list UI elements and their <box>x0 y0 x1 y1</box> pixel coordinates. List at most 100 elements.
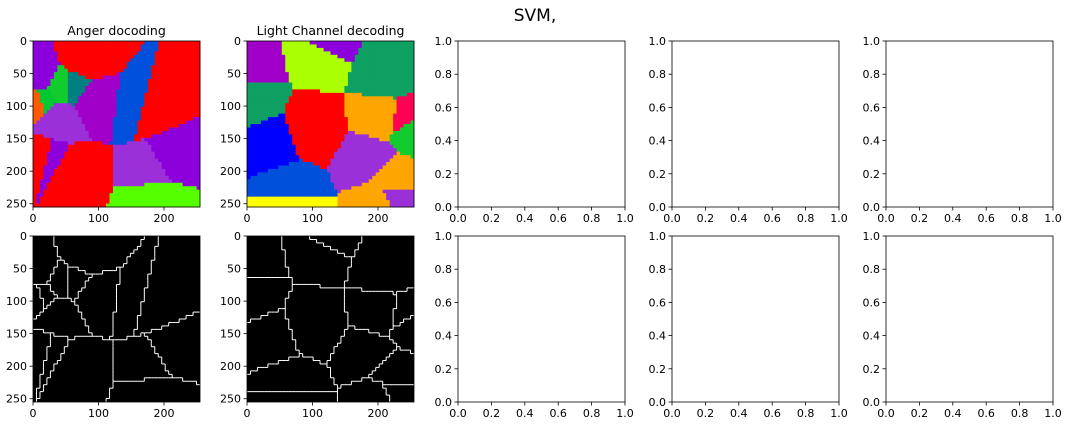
segment-cell <box>179 193 184 198</box>
segment-cell <box>67 44 72 49</box>
segment-cell <box>154 75 159 80</box>
segment-cell <box>333 103 338 108</box>
segment-cell <box>36 92 41 97</box>
segment-cell <box>116 196 121 201</box>
segment-cell <box>36 117 41 121</box>
segment-cell <box>271 203 276 208</box>
segment-cell <box>295 61 300 66</box>
segment-cell <box>88 54 93 59</box>
segment-cell <box>274 72 279 76</box>
segment-cell <box>74 141 79 146</box>
segment-cell <box>85 144 90 149</box>
segment-cell <box>147 82 152 87</box>
segment-cell <box>85 200 90 204</box>
segment-cell <box>264 148 269 153</box>
segment-cell <box>250 68 255 73</box>
segment-cell <box>193 120 197 125</box>
segment-cell <box>358 79 363 83</box>
segment-cell <box>358 58 363 63</box>
segment-cell <box>119 189 124 194</box>
segment-cell <box>106 61 110 66</box>
segment-cell <box>168 113 173 118</box>
segment-cell <box>313 82 317 87</box>
segment-cell <box>53 162 58 166</box>
segment-cell <box>175 189 180 194</box>
segment-cell <box>113 130 117 135</box>
segment-cell <box>271 186 276 191</box>
segment-cell <box>60 151 65 156</box>
segment-cell <box>71 155 76 159</box>
segment-cell <box>116 155 121 159</box>
segment-cell <box>123 179 128 184</box>
segment-cell <box>123 158 128 163</box>
segment-cell <box>340 51 345 56</box>
segment-cell <box>39 58 44 63</box>
segment-cell <box>407 89 411 94</box>
segment-cell <box>46 47 51 52</box>
segment-cell <box>147 58 152 63</box>
segment-cell <box>375 158 380 163</box>
segment-cell <box>88 186 93 191</box>
segment-cell <box>186 68 190 73</box>
segment-cell <box>60 155 65 159</box>
segment-cell <box>33 120 37 125</box>
segment-cell <box>281 151 286 156</box>
segment-cell <box>351 165 356 170</box>
segment-cell <box>285 155 290 159</box>
segment-cell <box>133 144 138 149</box>
segment-cell <box>186 61 190 66</box>
segment-cell <box>257 162 262 166</box>
segment-cell <box>309 85 314 90</box>
segment-cell <box>182 72 187 76</box>
segment-cell <box>179 96 184 101</box>
segment-cell <box>337 89 342 94</box>
segment-cell <box>189 68 194 73</box>
segment-cell <box>46 203 51 208</box>
segment-cell <box>147 89 152 94</box>
segment-cell <box>271 99 276 104</box>
segment-cell <box>347 186 352 191</box>
segment-cell <box>375 162 380 166</box>
segment-cell <box>147 72 152 76</box>
segment-cell <box>172 124 177 128</box>
segment-cell <box>323 103 328 108</box>
segment-cell <box>123 79 128 83</box>
segment-cell <box>253 96 258 101</box>
segment-cell <box>57 134 62 139</box>
segment-cell <box>39 168 44 173</box>
segment-cell <box>333 193 338 198</box>
segment-cell <box>165 54 170 59</box>
segment-cell <box>372 117 377 121</box>
segment-cell <box>113 58 117 63</box>
segment-cell <box>92 47 97 52</box>
segment-cell <box>78 186 83 191</box>
segment-cell <box>396 172 401 177</box>
segment-cell <box>137 144 142 149</box>
segment-cell <box>320 124 324 128</box>
segment-cell <box>60 68 65 73</box>
segment-cell <box>189 65 194 70</box>
segment-cell <box>119 196 124 201</box>
segment-cell <box>247 186 251 191</box>
segment-cell <box>247 47 251 52</box>
segment-cell <box>382 162 387 166</box>
axes-r0-c2: 0.0 0.2 0.4 0.6 0.8 1.00.00.20.40.60.81.0 <box>435 35 634 225</box>
segment-cell <box>316 144 321 149</box>
segment-cell <box>71 117 76 121</box>
segment-cell <box>179 203 184 208</box>
segment-cell <box>95 203 100 208</box>
segment-cell <box>333 158 338 163</box>
segment-cell <box>247 99 251 104</box>
segment-cell <box>106 165 110 170</box>
segment-cell <box>361 186 366 191</box>
segment-cell <box>175 148 180 153</box>
segment-cell <box>288 85 293 90</box>
segment-cell <box>154 82 159 87</box>
segment-cell <box>168 137 173 142</box>
segment-cell <box>410 189 415 194</box>
segment-cell <box>92 92 97 97</box>
segment-cell <box>196 65 201 70</box>
segment-cell <box>116 182 121 187</box>
segment-cell <box>78 82 83 87</box>
